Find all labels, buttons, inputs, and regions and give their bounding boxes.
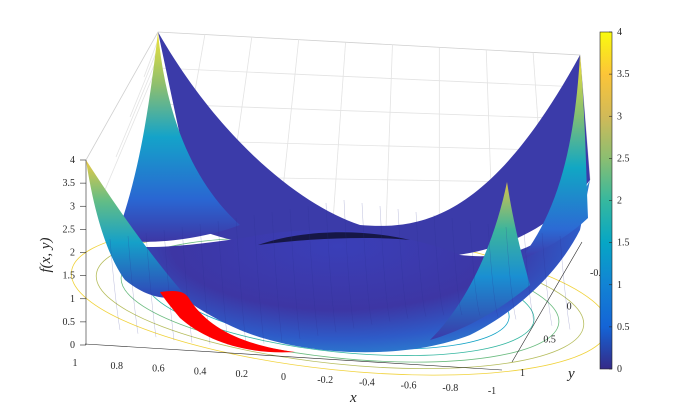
colorbar-tick-label: 1.5 [617, 238, 630, 249]
colorbar-tick-label: 1 [617, 280, 622, 291]
z-tick-label: 0 [70, 340, 75, 351]
y-tick-label: 0 [567, 301, 572, 312]
mesh-line [181, 226, 193, 343]
colorbar-tick-label: 4 [617, 27, 622, 38]
x-tick-label: -0.2 [317, 375, 333, 386]
colorbar-tick-label: 3 [617, 111, 622, 122]
z-tick-label: 2.5 [63, 224, 76, 235]
x-tick-label: -0.6 [401, 380, 417, 391]
mesh-line [487, 223, 499, 318]
mesh-line [325, 202, 337, 333]
z-tick-label: 1.5 [63, 271, 76, 282]
y-axis-label: y [566, 366, 575, 382]
colorbar-ticks: 0 0.5 1 1.5 2 2.5 3 3.5 4 [609, 27, 630, 375]
surface-back-rim [158, 32, 590, 259]
mesh-line [145, 232, 157, 338]
x-tick-label: -1 [488, 386, 496, 397]
x-tick-label: 0 [281, 372, 286, 383]
z-axis-label: f(x, y) [38, 238, 54, 273]
grid-line [157, 103, 581, 120]
y-tick-label: 0.5 [543, 335, 556, 346]
colorbar: 0 0.5 1 1.5 2 2.5 3 3.5 4 [599, 27, 630, 375]
colorbar-tick-label: 2 [617, 196, 622, 207]
z-tick-label: 2 [70, 248, 75, 259]
mesh-line [289, 208, 301, 339]
mesh-line [343, 199, 355, 329]
y-axis-line [511, 241, 583, 363]
grid-line [129, 47, 159, 118]
x-axis-line [84, 343, 503, 371]
surface-peak-back-right [520, 55, 588, 260]
grid-line [143, 39, 159, 78]
z-tick-label: 4 [70, 155, 75, 166]
x-axis-ticks: 1 0.8 0.6 0.4 0.2 0 -0.2 -0.4 -0.6 -0.8 -1 [73, 343, 503, 397]
grid-line [101, 63, 159, 198]
z-tick-label: 3.5 [63, 178, 76, 189]
grid-line [385, 44, 393, 235]
mesh-line [415, 211, 427, 317]
x-tick-label: -0.8 [442, 383, 458, 394]
mesh-line [253, 214, 265, 344]
y-tick-label: -0.5 [590, 268, 606, 279]
x-tick-label: 1 [73, 358, 78, 369]
mesh-line [235, 217, 247, 345]
mesh-line [361, 202, 373, 325]
mesh-line [271, 211, 283, 342]
grid-line [331, 42, 346, 233]
x-tick-label: 0.8 [110, 361, 123, 372]
surface-peak-right [430, 182, 530, 340]
z-tick-label: 0.5 [63, 317, 76, 328]
axes-box-grid [85, 31, 591, 243]
grid-line [157, 67, 581, 88]
surface-ridge-shadow [258, 232, 410, 245]
colorbar-tick-label: 0 [617, 364, 622, 375]
colorbar-tick-label: 3.5 [617, 69, 630, 80]
mesh-line [523, 229, 535, 323]
mesh-line [505, 226, 517, 320]
mesh-line [379, 205, 391, 322]
x-tick-label: -0.4 [359, 378, 375, 389]
x-tick-label: 0.4 [194, 366, 207, 377]
mesh-line [307, 205, 319, 336]
x-axis-label: x [349, 390, 357, 406]
x-tick-label: 0.2 [236, 369, 249, 380]
mesh-line [109, 238, 121, 331]
colorbar-tick-label: 2.5 [617, 153, 630, 164]
z-tick-label: 1 [70, 294, 75, 305]
surface-peak-back-left [115, 32, 240, 242]
mesh-line [433, 214, 445, 316]
highlight-path [160, 290, 295, 353]
z-tick-label: 3 [70, 201, 75, 212]
colorbar-tick-label: 0.5 [617, 322, 630, 333]
mesh-line [541, 232, 553, 326]
y-tick-label: 1 [520, 368, 525, 379]
grid-line [115, 55, 159, 158]
y-axis-ticks: -0.5 0 0.5 1 [511, 241, 606, 379]
surface-mesh [86, 32, 590, 353]
z-axis-ticks: 0 0.5 1 1.5 2 2.5 3 3.5 4 [63, 155, 87, 351]
mesh-line [397, 208, 409, 319]
mesh-line [451, 217, 463, 316]
mesh-line [127, 235, 139, 334]
mesh-line [469, 220, 481, 316]
mesh-line [559, 235, 571, 330]
surface-peak-front-left [86, 160, 185, 298]
x-tick-label: 0.6 [152, 364, 165, 375]
